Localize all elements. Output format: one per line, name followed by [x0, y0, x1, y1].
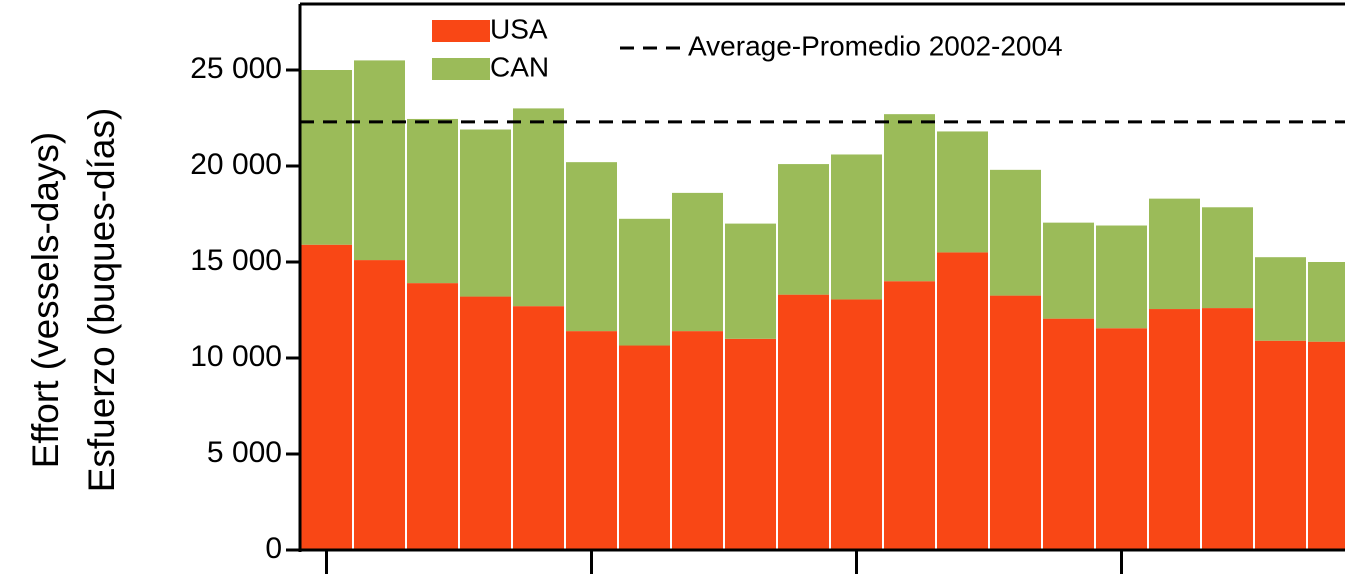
bar-segment	[513, 306, 564, 550]
legend-swatch	[432, 58, 490, 80]
bar-segment	[1043, 318, 1094, 550]
y-tick-label: 5 000	[207, 436, 282, 469]
y-tick-label: 25 000	[190, 52, 282, 85]
bar-segment	[460, 129, 511, 297]
bar-segment	[301, 70, 352, 245]
bar-segment	[937, 252, 988, 550]
bar-segment	[354, 60, 405, 261]
bar-segment	[990, 295, 1041, 550]
bar-segment	[1096, 225, 1147, 329]
bar-segment	[1149, 198, 1200, 310]
bar-segment	[407, 118, 458, 284]
bar-segment	[937, 131, 988, 253]
bar-segment	[1202, 207, 1253, 309]
bar-segment	[566, 162, 617, 332]
legend-label: USA	[490, 13, 548, 44]
bar-segment	[778, 294, 829, 550]
bar-segment	[884, 114, 935, 282]
bar-segment	[990, 169, 1041, 296]
bar-segment	[1096, 328, 1147, 550]
bar-segment	[1043, 222, 1094, 319]
bar-segment	[672, 192, 723, 332]
bar-segment	[1149, 309, 1200, 550]
bar-segment	[831, 154, 882, 300]
y-axis-title: Esfuerzo (buques-días)	[81, 108, 122, 493]
bar-segment	[725, 223, 776, 339]
legend-label: Average-Promedio 2002-2004	[688, 30, 1063, 61]
bar-segment	[1202, 308, 1253, 550]
y-tick-label: 15 000	[190, 244, 282, 277]
bars	[301, 60, 1345, 550]
bar-segment	[619, 218, 670, 346]
bar-segment	[778, 164, 829, 295]
bar-segment	[460, 296, 511, 550]
y-tick-label: 10 000	[190, 340, 282, 373]
y-tick-label: 20 000	[190, 148, 282, 181]
y-axis-title: Effort (vessels-days)	[25, 132, 66, 469]
bar-segment	[1255, 257, 1306, 341]
bar-segment	[1255, 340, 1306, 550]
bar-segment	[513, 108, 564, 307]
bar-segment	[884, 281, 935, 550]
bar-segment	[1308, 341, 1345, 550]
bar-segment	[725, 338, 776, 550]
bar-segment	[672, 331, 723, 550]
y-tick-label: 0	[265, 532, 282, 565]
bar-segment	[407, 283, 458, 550]
bar-segment	[354, 260, 405, 550]
bar-segment	[831, 299, 882, 550]
legend-label: CAN	[490, 51, 549, 82]
legend-swatch	[432, 20, 490, 42]
bar-segment	[301, 244, 352, 550]
bar-segment	[1308, 262, 1345, 342]
bar-segment	[619, 345, 670, 550]
bar-segment	[566, 331, 617, 550]
